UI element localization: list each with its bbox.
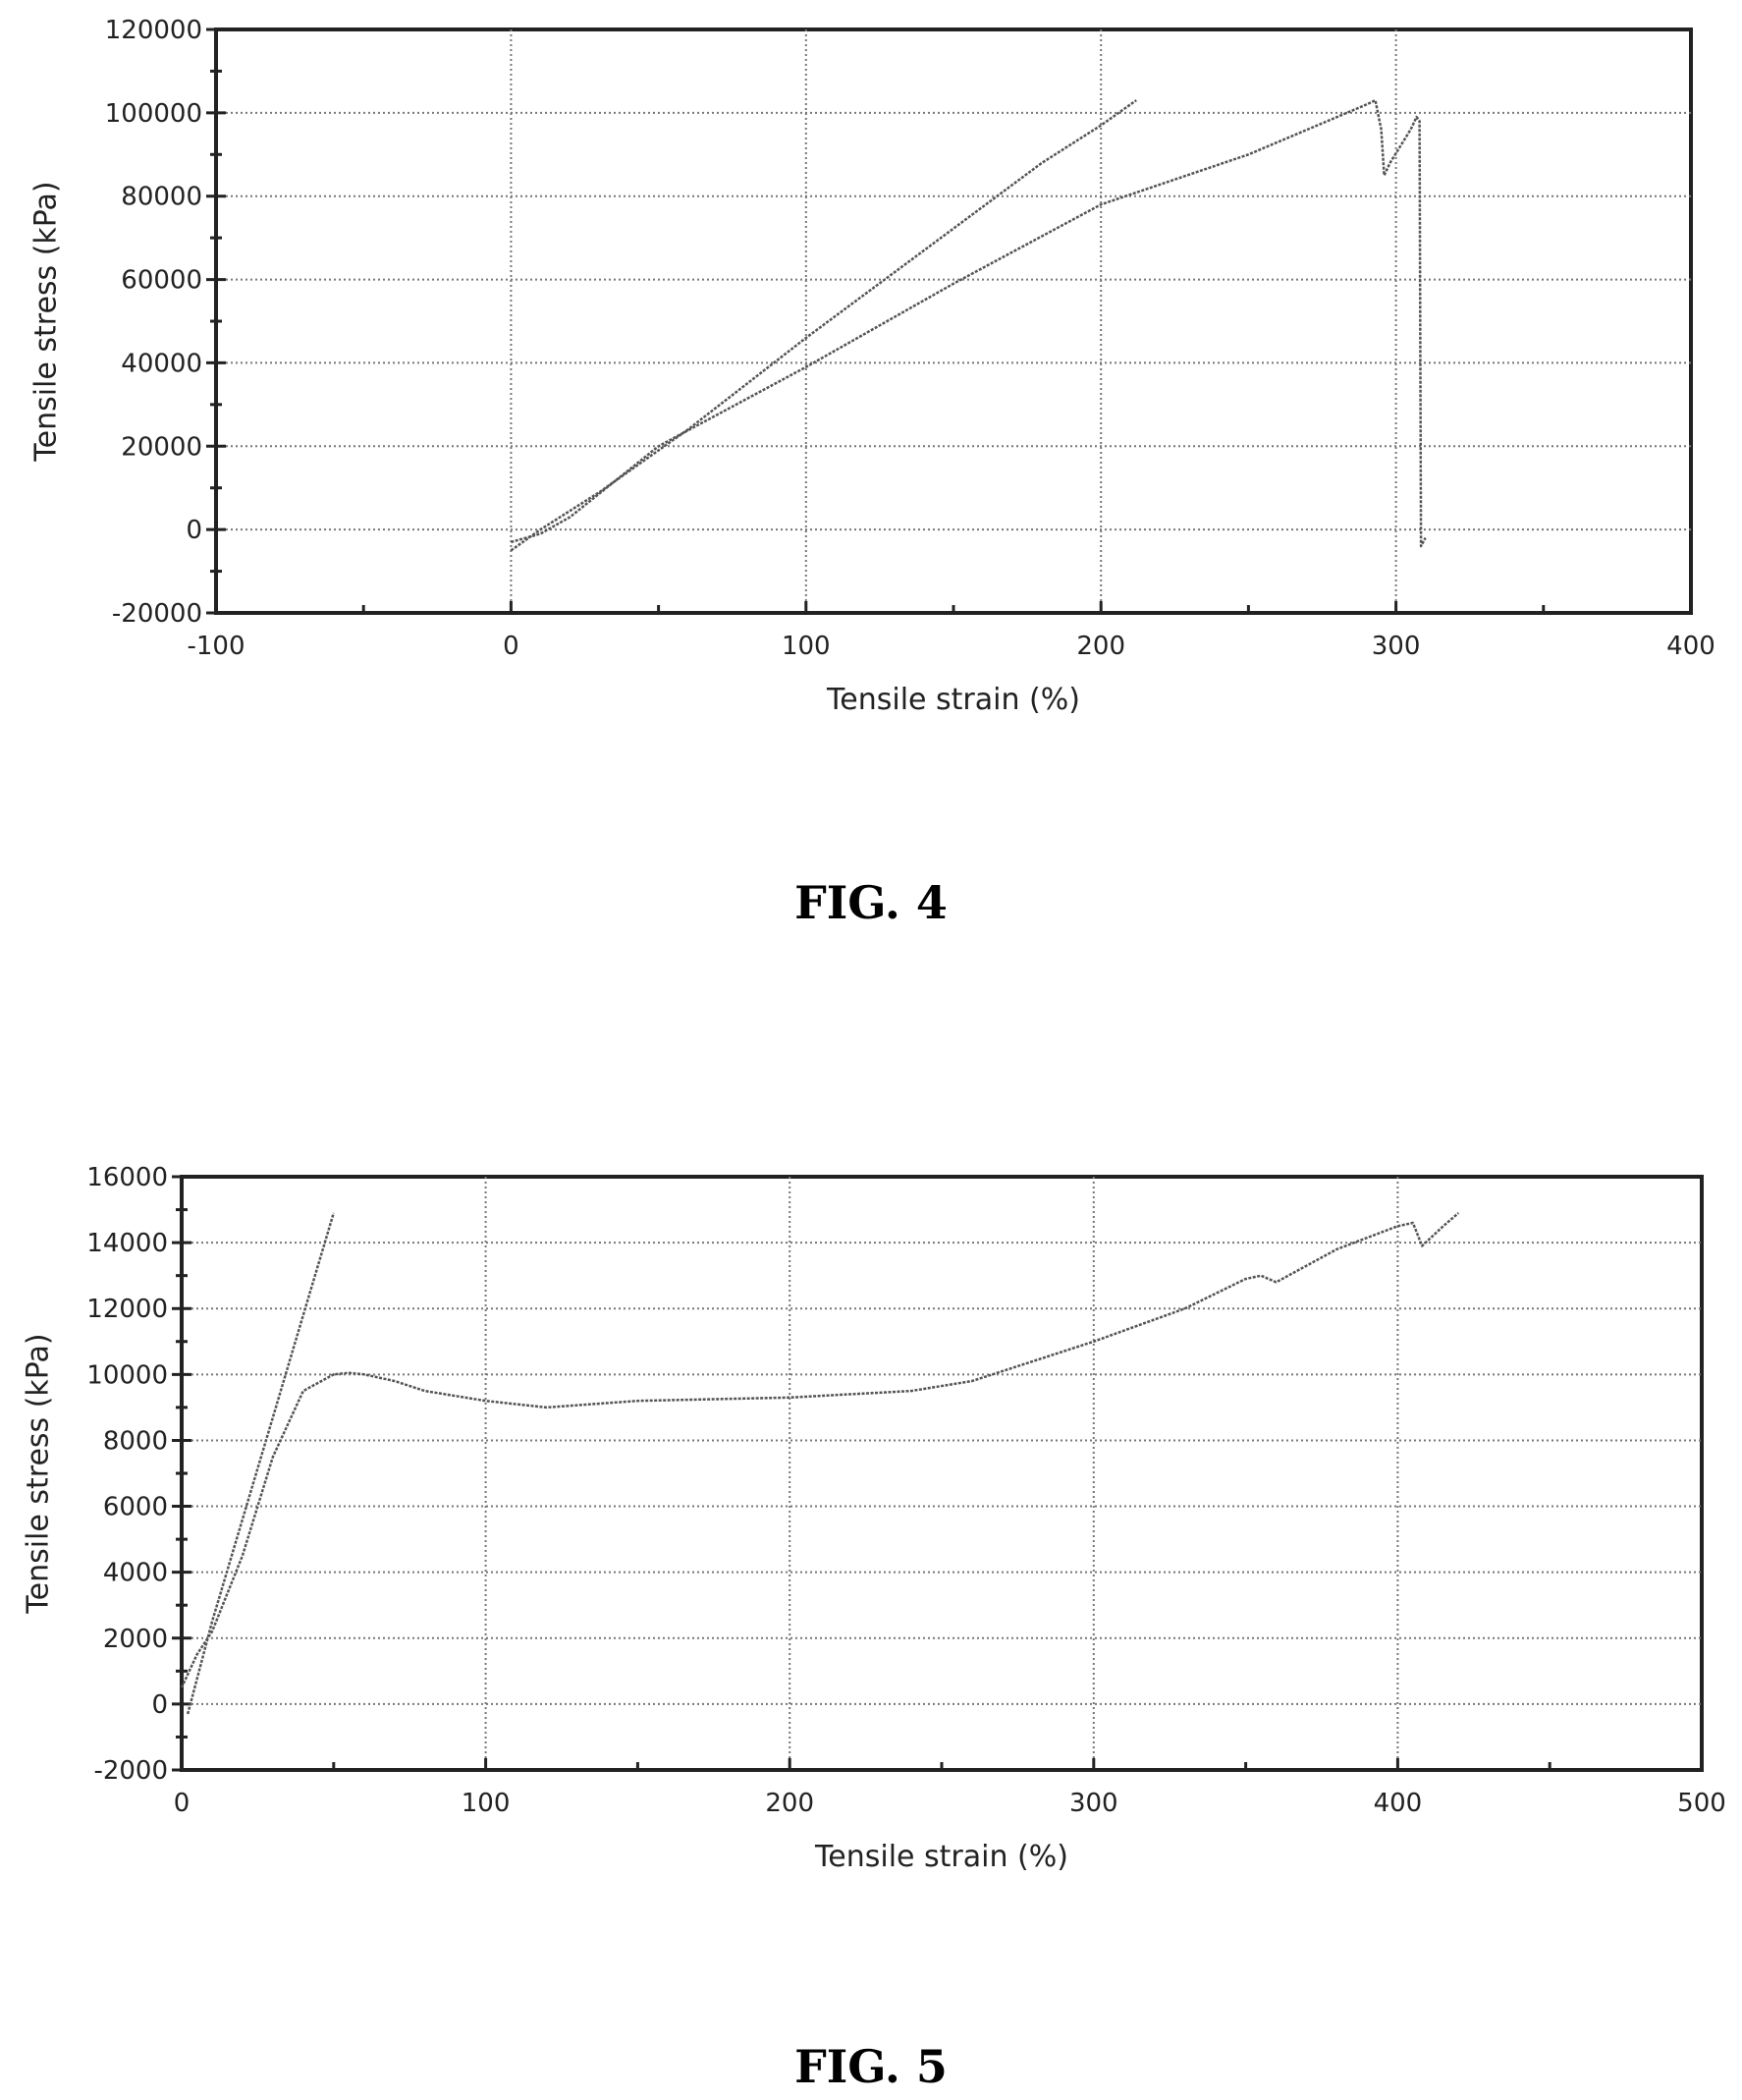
x-tick-label: 0	[174, 1789, 191, 1818]
x-tick-label: 500	[1677, 1789, 1726, 1818]
plot-frame	[180, 1175, 1704, 1772]
x-tick-label: 200	[765, 1789, 814, 1818]
x-tick-label: 400	[1374, 1789, 1423, 1818]
series-line-1	[186, 1212, 335, 1715]
x-tick-label: 100	[782, 632, 831, 661]
y-axis-title: Tensile stress (kPa)	[22, 1333, 56, 1614]
x-axis-title: Tensile strain (%)	[826, 683, 1080, 717]
series-line-2	[511, 98, 1427, 548]
x-axis-title: Tensile strain (%)	[814, 1840, 1068, 1874]
y-tick-label: 8000	[103, 1426, 168, 1456]
y-tick-label: 20000	[121, 432, 202, 462]
y-tick-label: 2000	[103, 1625, 168, 1654]
figure-caption: FIG. 5	[794, 2040, 948, 2093]
x-tick-label: 200	[1076, 632, 1125, 661]
x-tick-label: 100	[462, 1789, 511, 1818]
x-tick-label: 300	[1372, 632, 1421, 661]
y-tick-label: 0	[151, 1690, 168, 1720]
chart-4: -100 0 100 200 300 400 120000 100000 80000 60000 4…	[29, 16, 1715, 929]
y-tick-label: 60000	[121, 266, 202, 296]
y-tick-label: 80000	[121, 183, 202, 212]
series-line-2	[180, 1211, 1460, 1688]
x-tick-label: 300	[1069, 1789, 1118, 1818]
y-tick-label: 4000	[103, 1559, 168, 1588]
plot-frame	[214, 28, 1693, 615]
y-tick-label: 12000	[86, 1295, 168, 1324]
y-tick-label: -20000	[112, 599, 202, 629]
figure-caption: FIG. 4	[794, 876, 948, 929]
y-tick-label: 100000	[105, 99, 202, 129]
y-tick-label: 16000	[86, 1163, 168, 1192]
y-tick-label: 120000	[105, 16, 202, 45]
x-tick-label: 0	[503, 632, 519, 661]
x-tick-label: -100	[187, 632, 245, 661]
y-tick-label: 40000	[121, 349, 202, 378]
x-tick-label: 400	[1666, 632, 1715, 661]
chart-5: 0 100 200 300 400 500 16000 14000 12000 10000 8000…	[22, 1163, 1726, 2093]
y-tick-label: 14000	[86, 1229, 168, 1258]
y-tick-label: -2000	[93, 1756, 168, 1786]
y-tick-label: 6000	[103, 1493, 168, 1522]
y-axis-title: Tensile stress (kPa)	[29, 181, 64, 462]
y-tick-label: 0	[186, 516, 202, 545]
y-tick-label: 10000	[86, 1360, 168, 1390]
series-line-1	[510, 99, 1137, 552]
